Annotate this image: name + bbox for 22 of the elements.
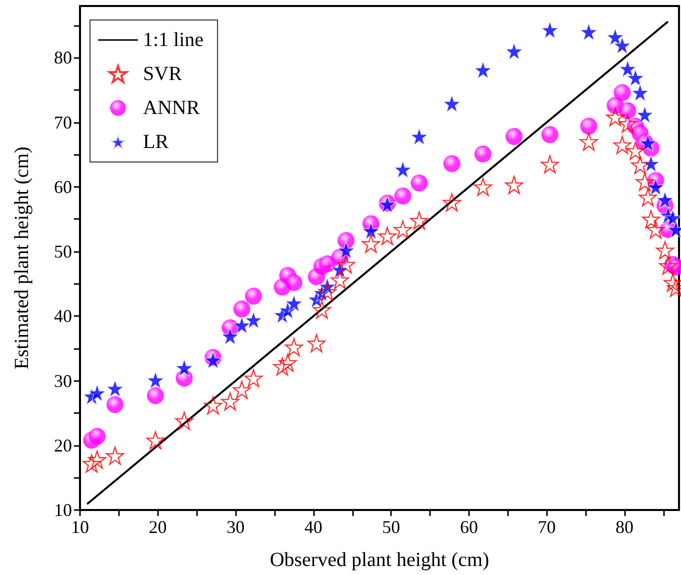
- legend-label: ANNR: [143, 97, 200, 119]
- x-tick-label: 30: [226, 517, 245, 537]
- x-axis-title: Observed plant height (cm): [270, 549, 490, 571]
- y-tick-label: 50: [54, 242, 72, 262]
- legend-label: SVR: [143, 63, 183, 85]
- legend-label: 1:1 line: [143, 29, 204, 51]
- x-tick-label: 20: [148, 517, 167, 537]
- x-tick-label: 70: [538, 517, 556, 537]
- legend-label: LR: [143, 131, 170, 153]
- x-tick-label: 10: [71, 517, 89, 537]
- x-tick-label: 50: [382, 517, 400, 537]
- y-tick-label: 20: [54, 435, 72, 456]
- x-tick-label: 60: [460, 517, 478, 537]
- y-tick-label: 80: [54, 48, 72, 68]
- y-tick-label: 30: [54, 370, 72, 391]
- y-tick-label: 10: [54, 500, 72, 520]
- y-tick-label: 70: [54, 112, 72, 132]
- y-axis-title: Estimated plant height (cm): [11, 146, 33, 370]
- x-tick-label: 80: [616, 517, 634, 537]
- y-tick-label: 40: [54, 306, 72, 326]
- x-tick-label: 40: [304, 517, 322, 537]
- y-tick-label: 60: [54, 176, 72, 197]
